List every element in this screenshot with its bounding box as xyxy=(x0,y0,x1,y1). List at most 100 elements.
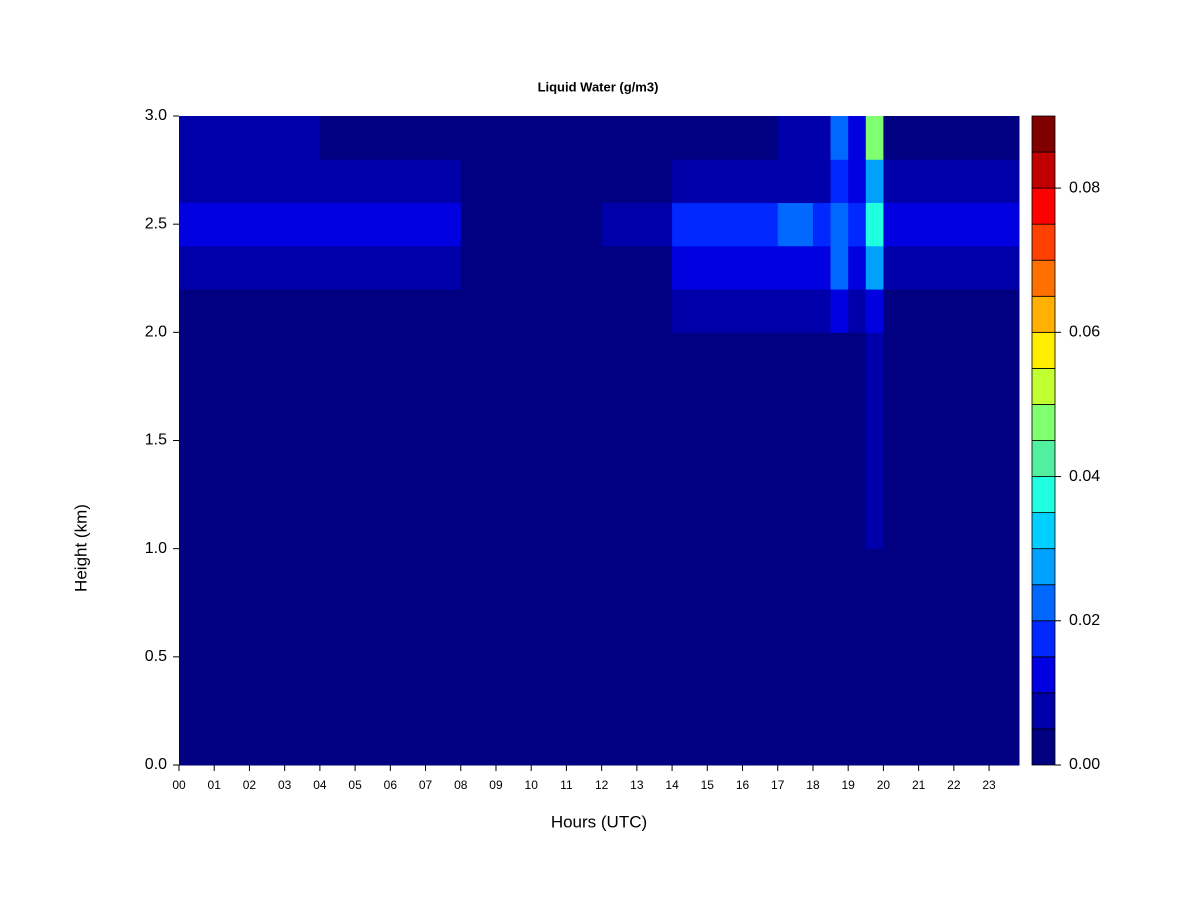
heat-cell xyxy=(179,202,250,247)
heat-cell xyxy=(953,332,1020,550)
colorbar-tick-label: 0.02 xyxy=(1069,612,1100,629)
heat-cell xyxy=(883,202,955,247)
heat-cell xyxy=(812,289,832,333)
y-tick-label: 0.0 xyxy=(145,756,167,773)
heat-cell xyxy=(319,332,391,550)
colorbar-box xyxy=(1031,476,1056,514)
colorbar-box xyxy=(1031,187,1056,225)
heat-cell xyxy=(249,116,321,160)
heat-cell xyxy=(883,245,955,290)
x-tick-label: 15 xyxy=(701,778,715,792)
heat-cell xyxy=(390,245,462,290)
y-tick-label: 2.5 xyxy=(145,215,167,232)
heat-cell xyxy=(672,289,744,333)
heat-cell xyxy=(865,245,884,290)
heat-cell xyxy=(601,245,673,290)
x-tick-label: 23 xyxy=(982,778,996,792)
heat-cell xyxy=(601,159,673,204)
heat-cell xyxy=(531,332,603,550)
heat-cell xyxy=(742,159,779,204)
heat-cell xyxy=(777,332,814,550)
heat-cell xyxy=(830,332,849,550)
x-tick-label: 01 xyxy=(208,778,222,792)
heat-cell xyxy=(830,202,849,247)
heat-cell xyxy=(460,332,532,550)
colorbar-box xyxy=(1031,620,1056,658)
heat-cell xyxy=(179,548,250,766)
colorbar-tick-label: 0.00 xyxy=(1069,756,1100,773)
heat-cell xyxy=(953,289,1020,333)
heat-cell xyxy=(601,332,673,550)
heat-cell xyxy=(460,202,532,247)
heat-cell xyxy=(848,548,867,766)
colorbar-box xyxy=(1031,151,1056,189)
colorbar-box xyxy=(1031,367,1056,405)
heat-cell xyxy=(865,332,884,550)
heat-cell xyxy=(742,548,779,766)
heat-cell xyxy=(777,202,814,247)
heat-cell xyxy=(179,289,250,333)
heat-cell xyxy=(883,332,955,550)
x-tick-label: 08 xyxy=(454,778,468,792)
heat-cell xyxy=(319,289,391,333)
x-tick-label: 18 xyxy=(806,778,820,792)
heat-cell xyxy=(249,245,321,290)
heat-cell xyxy=(830,289,849,333)
heat-cell xyxy=(672,202,744,247)
heat-cell xyxy=(531,245,603,290)
heat-cell xyxy=(953,245,1020,290)
colorbar-box xyxy=(1031,223,1056,261)
heat-cell xyxy=(865,548,884,766)
heat-cell xyxy=(249,332,321,550)
heat-cell xyxy=(953,159,1020,204)
y-tick-label: 2.0 xyxy=(145,324,167,341)
heat-cell xyxy=(319,116,391,160)
y-tick-label: 1.5 xyxy=(145,432,167,449)
colorbar-box xyxy=(1031,728,1056,766)
heat-cell xyxy=(460,289,532,333)
heat-cell xyxy=(848,202,867,247)
heat-cell xyxy=(531,159,603,204)
heat-cell xyxy=(531,202,603,247)
heat-cell xyxy=(883,289,955,333)
heat-cell xyxy=(179,159,250,204)
heat-cell xyxy=(830,116,849,160)
x-tick-label: 06 xyxy=(384,778,398,792)
x-tick-label: 10 xyxy=(525,778,539,792)
heat-cell xyxy=(848,332,867,550)
colorbar-tick-label: 0.06 xyxy=(1069,324,1100,341)
colorbar-box xyxy=(1031,584,1056,622)
colorbar-box xyxy=(1031,295,1056,333)
heat-cell xyxy=(848,116,867,160)
heat-cell xyxy=(390,548,462,766)
x-tick-label: 22 xyxy=(947,778,961,792)
heat-cell xyxy=(390,332,462,550)
x-tick-label: 13 xyxy=(630,778,644,792)
heat-cell xyxy=(777,289,814,333)
heat-cell xyxy=(460,159,532,204)
heat-cell xyxy=(830,159,849,204)
heat-cell xyxy=(249,289,321,333)
colorbar-box xyxy=(1031,692,1056,730)
heat-cell xyxy=(883,116,955,160)
heat-cell xyxy=(883,159,955,204)
heat-cell xyxy=(531,289,603,333)
heat-cell xyxy=(865,289,884,333)
heat-cell xyxy=(179,332,250,550)
x-tick-label: 16 xyxy=(736,778,750,792)
heat-cell xyxy=(179,116,250,160)
heat-cell xyxy=(812,245,832,290)
heat-cell xyxy=(777,548,814,766)
heat-cell xyxy=(742,202,779,247)
heat-cell xyxy=(531,116,603,160)
x-tick-label: 11 xyxy=(560,778,573,792)
heat-cell xyxy=(953,202,1020,247)
heat-cell xyxy=(742,332,779,550)
heat-cell xyxy=(672,548,744,766)
x-tick-label: 04 xyxy=(313,778,327,792)
heat-cell xyxy=(742,289,779,333)
heat-cell xyxy=(672,332,744,550)
heat-cell xyxy=(672,116,744,160)
x-tick-label: 19 xyxy=(842,778,856,792)
heat-cell xyxy=(601,202,673,247)
